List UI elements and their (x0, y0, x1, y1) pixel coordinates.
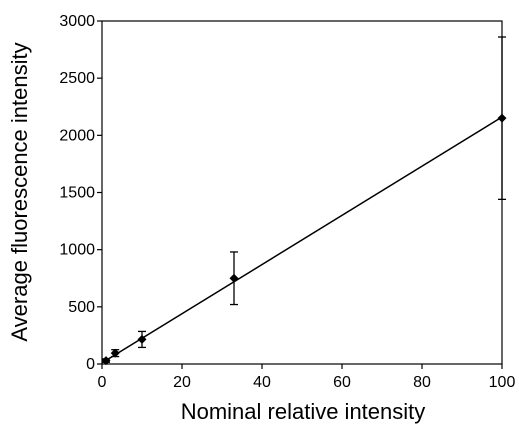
y-tick-label: 500 (68, 299, 95, 316)
y-axis-ticks: 0 500 1000 1500 2000 2500 3000 (59, 13, 102, 373)
x-tick-label: 100 (489, 374, 516, 391)
x-tick-label: 20 (173, 374, 191, 391)
data-point-marker (230, 274, 239, 283)
y-tick-label: 2500 (59, 70, 95, 87)
y-tick-label: 2000 (59, 127, 95, 144)
x-axis-title: Nominal relative intensity (181, 399, 426, 424)
y-tick-label: 1500 (59, 185, 95, 202)
y-tick-label: 3000 (59, 13, 95, 30)
x-tick-label: 0 (98, 374, 107, 391)
trendline (102, 117, 502, 363)
y-axis-title: Average fluorescence intensity (7, 42, 32, 341)
x-axis-ticks: 0 20 40 60 80 100 (98, 364, 516, 391)
data-points (102, 37, 507, 365)
x-tick-label: 60 (333, 374, 351, 391)
plot-frame (102, 21, 502, 364)
y-tick-label: 1000 (59, 242, 95, 259)
trendline-group (102, 117, 502, 363)
y-tick-label: 0 (86, 356, 95, 373)
x-tick-label: 40 (253, 374, 271, 391)
plot-area-border (102, 21, 502, 364)
data-point-marker (498, 114, 507, 123)
x-tick-label: 80 (413, 374, 431, 391)
